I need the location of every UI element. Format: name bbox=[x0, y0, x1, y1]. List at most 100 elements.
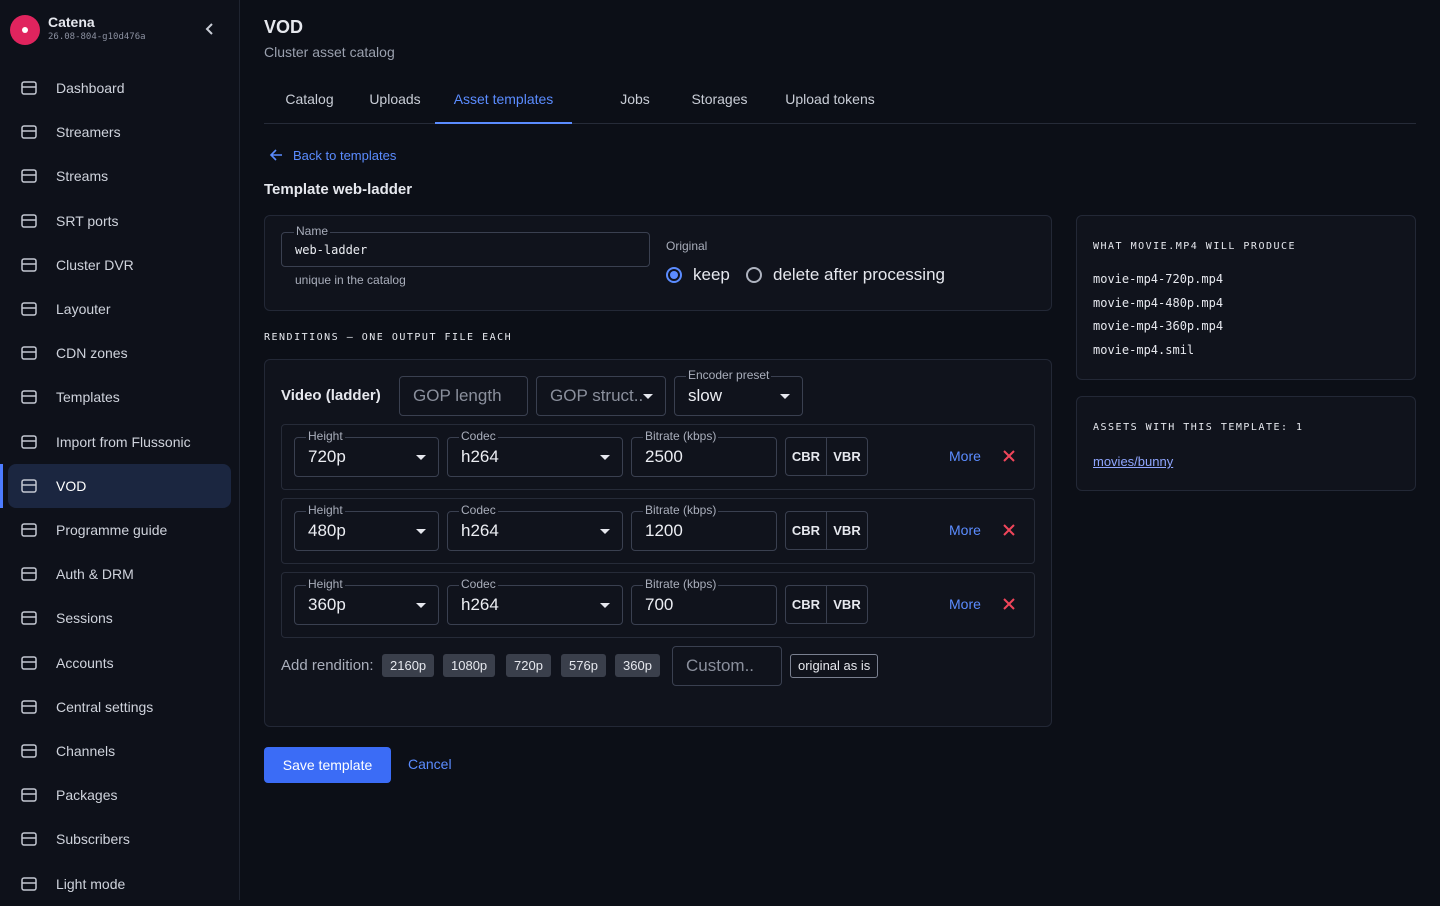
remove-icon bbox=[1003, 598, 1015, 610]
radio[interactable] bbox=[666, 267, 682, 283]
rendition-chip[interactable]: 576p bbox=[561, 654, 606, 677]
nav-item[interactable]: Streams bbox=[8, 154, 231, 198]
custom-input[interactable]: Custom.. bbox=[672, 646, 782, 686]
nav-icon bbox=[21, 258, 37, 272]
radio[interactable] bbox=[746, 267, 762, 283]
nav-icon bbox=[21, 479, 37, 493]
tab[interactable]: Uploads bbox=[369, 91, 421, 107]
height-value: 480p bbox=[308, 521, 346, 540]
cbr-button[interactable]: CBR bbox=[791, 597, 821, 612]
remove-button[interactable] bbox=[1002, 449, 1016, 463]
nav-item[interactable]: CDN zones bbox=[8, 331, 231, 375]
nav-item[interactable]: VOD bbox=[8, 463, 231, 508]
nav-icon bbox=[21, 700, 37, 714]
preview-card: WHAT MOVIE.MP4 WILL PRODUCE movie-mp4-72… bbox=[1076, 215, 1416, 380]
bitrate-label: Bitrate (kbps) bbox=[643, 503, 719, 517]
nav-icon bbox=[21, 523, 37, 537]
nav-item[interactable]: Programme guide bbox=[8, 508, 231, 552]
rendition-chip[interactable]: 360p bbox=[615, 654, 660, 677]
bitrate-field[interactable]: 2500 bbox=[631, 437, 777, 477]
bitrate-field[interactable]: 1200 bbox=[631, 511, 777, 551]
rendition-chip[interactable]: 720p bbox=[506, 654, 551, 677]
vbr-button[interactable]: VBR bbox=[826, 438, 867, 475]
save-button[interactable]: Save template bbox=[264, 747, 391, 783]
codec-value: h264 bbox=[461, 447, 499, 466]
vbr-button[interactable]: VBR bbox=[826, 512, 867, 549]
back-icon bbox=[269, 149, 282, 161]
tabs: Catalog Uploads Asset templates Jobs Storage… bbox=[264, 80, 1416, 124]
radio-dot bbox=[670, 271, 678, 279]
nav-label: VOD bbox=[56, 477, 87, 494]
nav-item[interactable]: Auth & DRM bbox=[8, 552, 231, 596]
gop-structure-select[interactable]: GOP struct.. bbox=[536, 376, 666, 416]
remove-button[interactable] bbox=[1002, 597, 1016, 611]
back-link[interactable]: Back to templates bbox=[293, 148, 397, 163]
nav-label: Sessions bbox=[56, 610, 113, 627]
asset-link[interactable]: movies/bunny bbox=[1093, 454, 1174, 469]
remove-button[interactable] bbox=[1002, 523, 1016, 537]
gop-structure-text: GOP struct.. bbox=[550, 386, 644, 405]
nav-item[interactable]: Sessions bbox=[8, 596, 231, 640]
nav-icon bbox=[21, 876, 37, 891]
height-field[interactable]: 720p bbox=[294, 437, 439, 477]
nav-item[interactable]: Accounts bbox=[8, 641, 231, 685]
caret bbox=[416, 455, 426, 460]
tab[interactable]: Asset templates bbox=[435, 80, 572, 124]
codec-field[interactable]: h264 bbox=[447, 437, 623, 477]
more-link[interactable]: More bbox=[949, 596, 981, 612]
video-label: Video (ladder) bbox=[281, 387, 381, 404]
cbr-button[interactable]: CBR bbox=[791, 523, 821, 538]
nav-label: Cluster DVR bbox=[56, 256, 134, 273]
original-chip[interactable]: original as is bbox=[790, 654, 879, 678]
nav-item[interactable]: Central settings bbox=[8, 685, 231, 729]
more-link[interactable]: More bbox=[949, 522, 981, 538]
gop-length-input[interactable]: GOP length bbox=[399, 376, 528, 416]
rendition-chip[interactable]: 2160p bbox=[382, 654, 435, 677]
output-file: movie-mp4-480p.mp4 bbox=[1093, 295, 1224, 310]
more-link[interactable]: More bbox=[949, 448, 981, 464]
height-label: Height bbox=[306, 503, 345, 517]
name-input[interactable]: web-ladder bbox=[281, 232, 650, 267]
nav-label: Programme guide bbox=[56, 522, 168, 538]
height-label: Height bbox=[306, 429, 345, 443]
encoder-select[interactable]: slow bbox=[674, 376, 803, 416]
rendition-chip[interactable]: 1080p bbox=[443, 654, 496, 677]
bitrate-field[interactable]: 700 bbox=[631, 585, 777, 625]
cancel-button[interactable]: Cancel bbox=[408, 756, 452, 772]
cbr-button[interactable]: CBR bbox=[791, 449, 821, 464]
encoder-label: Encoder preset bbox=[686, 368, 772, 382]
nav-item[interactable]: SRT ports bbox=[8, 199, 231, 243]
rendition-row bbox=[281, 424, 1035, 490]
tab[interactable]: Storages bbox=[691, 91, 748, 107]
collapse-button[interactable] bbox=[202, 21, 218, 37]
nav-item[interactable]: Channels bbox=[8, 729, 231, 773]
tab[interactable]: Jobs bbox=[620, 91, 650, 107]
nav-item[interactable]: Packages bbox=[8, 773, 231, 817]
codec-label: Codec bbox=[459, 577, 498, 591]
height-value: 720p bbox=[308, 447, 346, 466]
nav-item[interactable]: Streamers bbox=[8, 110, 231, 154]
vbr-button[interactable]: VBR bbox=[826, 586, 867, 623]
nav-icon bbox=[21, 390, 37, 405]
caret bbox=[600, 603, 610, 608]
codec-field[interactable]: h264 bbox=[447, 511, 623, 551]
radio-label: keep bbox=[693, 265, 730, 284]
nav-item[interactable]: Subscribers bbox=[8, 817, 231, 861]
nav-item[interactable]: Layouter bbox=[8, 287, 231, 331]
tab[interactable]: Upload tokens bbox=[785, 91, 875, 107]
rendition-row bbox=[281, 498, 1035, 564]
tab[interactable]: Catalog bbox=[285, 91, 334, 107]
codec-field[interactable]: h264 bbox=[447, 585, 623, 625]
nav-item[interactable]: Import from Flussonic bbox=[8, 420, 231, 464]
nav-item[interactable]: Dashboard bbox=[8, 66, 231, 110]
nav-icon bbox=[21, 213, 37, 228]
height-field[interactable]: 480p bbox=[294, 511, 439, 551]
rendition-row bbox=[281, 572, 1035, 638]
nav-item[interactable]: Cluster DVR bbox=[8, 243, 231, 287]
nav-item[interactable]: Light mode bbox=[8, 862, 231, 906]
bitrate-label: Bitrate (kbps) bbox=[643, 577, 719, 591]
nav-item[interactable]: Templates bbox=[8, 375, 231, 419]
nav-label: Light mode bbox=[56, 875, 126, 892]
height-field[interactable]: 360p bbox=[294, 585, 439, 625]
nav-label: Accounts bbox=[56, 654, 114, 671]
